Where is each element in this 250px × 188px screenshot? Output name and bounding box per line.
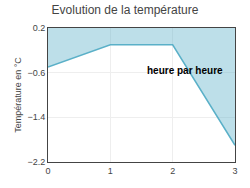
svg-text:3: 3 (232, 166, 237, 176)
svg-text:0: 0 (45, 166, 50, 176)
svg-text:heure par heure: heure par heure (147, 65, 223, 76)
svg-text:2: 2 (170, 166, 175, 176)
svg-text:−0.6: −0.6 (27, 68, 45, 78)
svg-text:−1.4: −1.4 (27, 112, 45, 122)
svg-text:1: 1 (108, 166, 113, 176)
svg-text:Température en °C: Température en °C (13, 57, 23, 133)
svg-text:0.2: 0.2 (33, 23, 46, 33)
svg-text:Evolution de la température: Evolution de la température (52, 3, 199, 17)
svg-text:−2.2: −2.2 (27, 157, 45, 167)
